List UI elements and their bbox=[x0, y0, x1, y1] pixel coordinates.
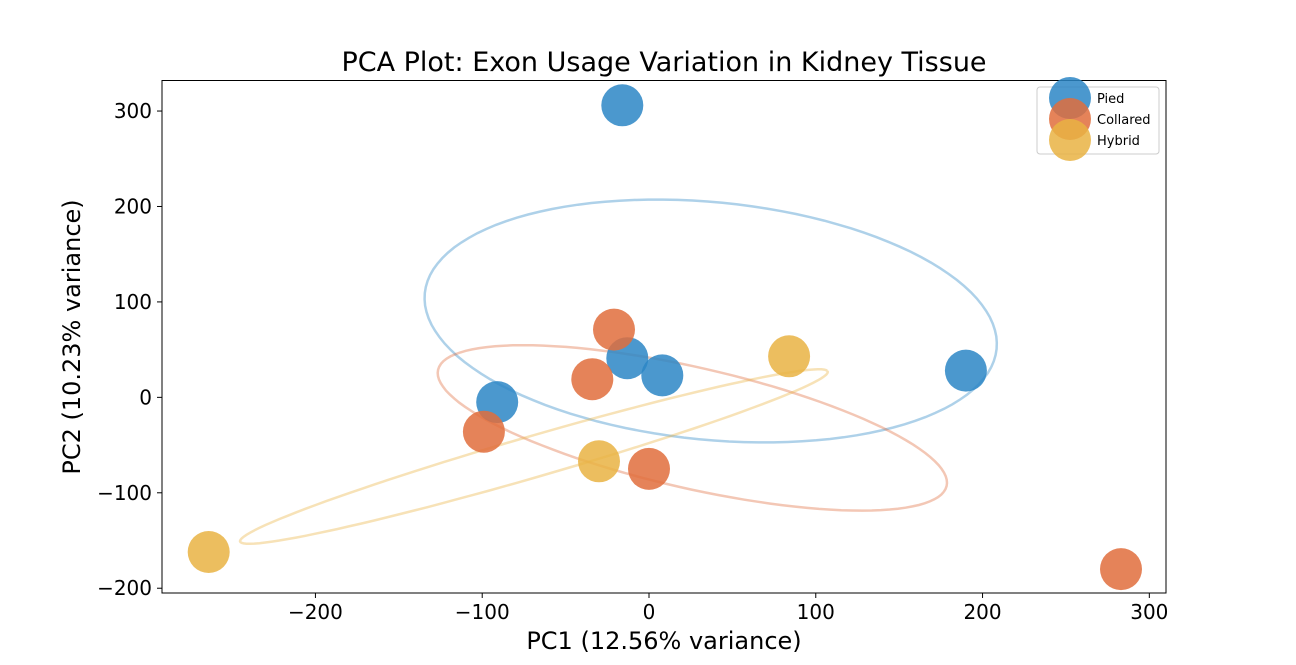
ellipse-pied bbox=[423, 198, 999, 444]
point-hybrid-1 bbox=[768, 335, 811, 378]
point-hybrid-2 bbox=[578, 440, 620, 483]
legend-label-pied: Pied bbox=[1097, 92, 1124, 107]
point-pied-1 bbox=[601, 84, 644, 127]
ellipse-collared bbox=[436, 343, 949, 512]
x-tick-label: −100 bbox=[455, 600, 510, 624]
x-tick-label: −200 bbox=[288, 600, 343, 624]
point-collared-5 bbox=[1100, 548, 1142, 591]
y-tick-label: −100 bbox=[97, 481, 152, 505]
legend: Pied Collared Hybrid bbox=[1036, 77, 1160, 161]
point-pied-5 bbox=[944, 349, 987, 392]
confidence-ellipses bbox=[238, 198, 999, 546]
y-tick-label: 200 bbox=[114, 194, 152, 218]
ellipse-hybrid bbox=[238, 368, 830, 546]
x-tick-label: 200 bbox=[963, 600, 1001, 624]
point-pied-3 bbox=[641, 354, 684, 397]
point-collared-3 bbox=[462, 410, 505, 453]
legend-marker-hybrid bbox=[1049, 119, 1091, 161]
point-collared-4 bbox=[628, 447, 670, 490]
x-tick-label: 100 bbox=[797, 600, 835, 624]
y-axis-ticks: −200 −100 0 100 200 300 bbox=[97, 99, 162, 600]
point-collared-1 bbox=[593, 308, 635, 351]
x-axis-ticks: −200 −100 0 100 200 300 bbox=[288, 593, 1168, 624]
legend-label-collared: Collared bbox=[1097, 113, 1151, 128]
chart-title: PCA Plot: Exon Usage Variation in Kidney… bbox=[341, 47, 986, 78]
y-tick-label: 100 bbox=[114, 290, 152, 314]
point-collared-2 bbox=[571, 358, 614, 401]
legend-label-hybrid: Hybrid bbox=[1097, 134, 1140, 149]
y-axis-label: PC2 (10.23% variance) bbox=[58, 199, 86, 474]
x-tick-label: 300 bbox=[1130, 600, 1168, 624]
point-hybrid-3 bbox=[187, 531, 230, 573]
x-tick-label: 0 bbox=[643, 600, 656, 624]
data-points bbox=[187, 84, 1142, 591]
y-tick-label: −200 bbox=[97, 576, 152, 600]
y-tick-label: 0 bbox=[139, 385, 152, 409]
x-axis-label: PC1 (12.56% variance) bbox=[526, 627, 801, 655]
plot-area-frame bbox=[161, 80, 1167, 594]
y-tick-label: 300 bbox=[114, 99, 152, 123]
